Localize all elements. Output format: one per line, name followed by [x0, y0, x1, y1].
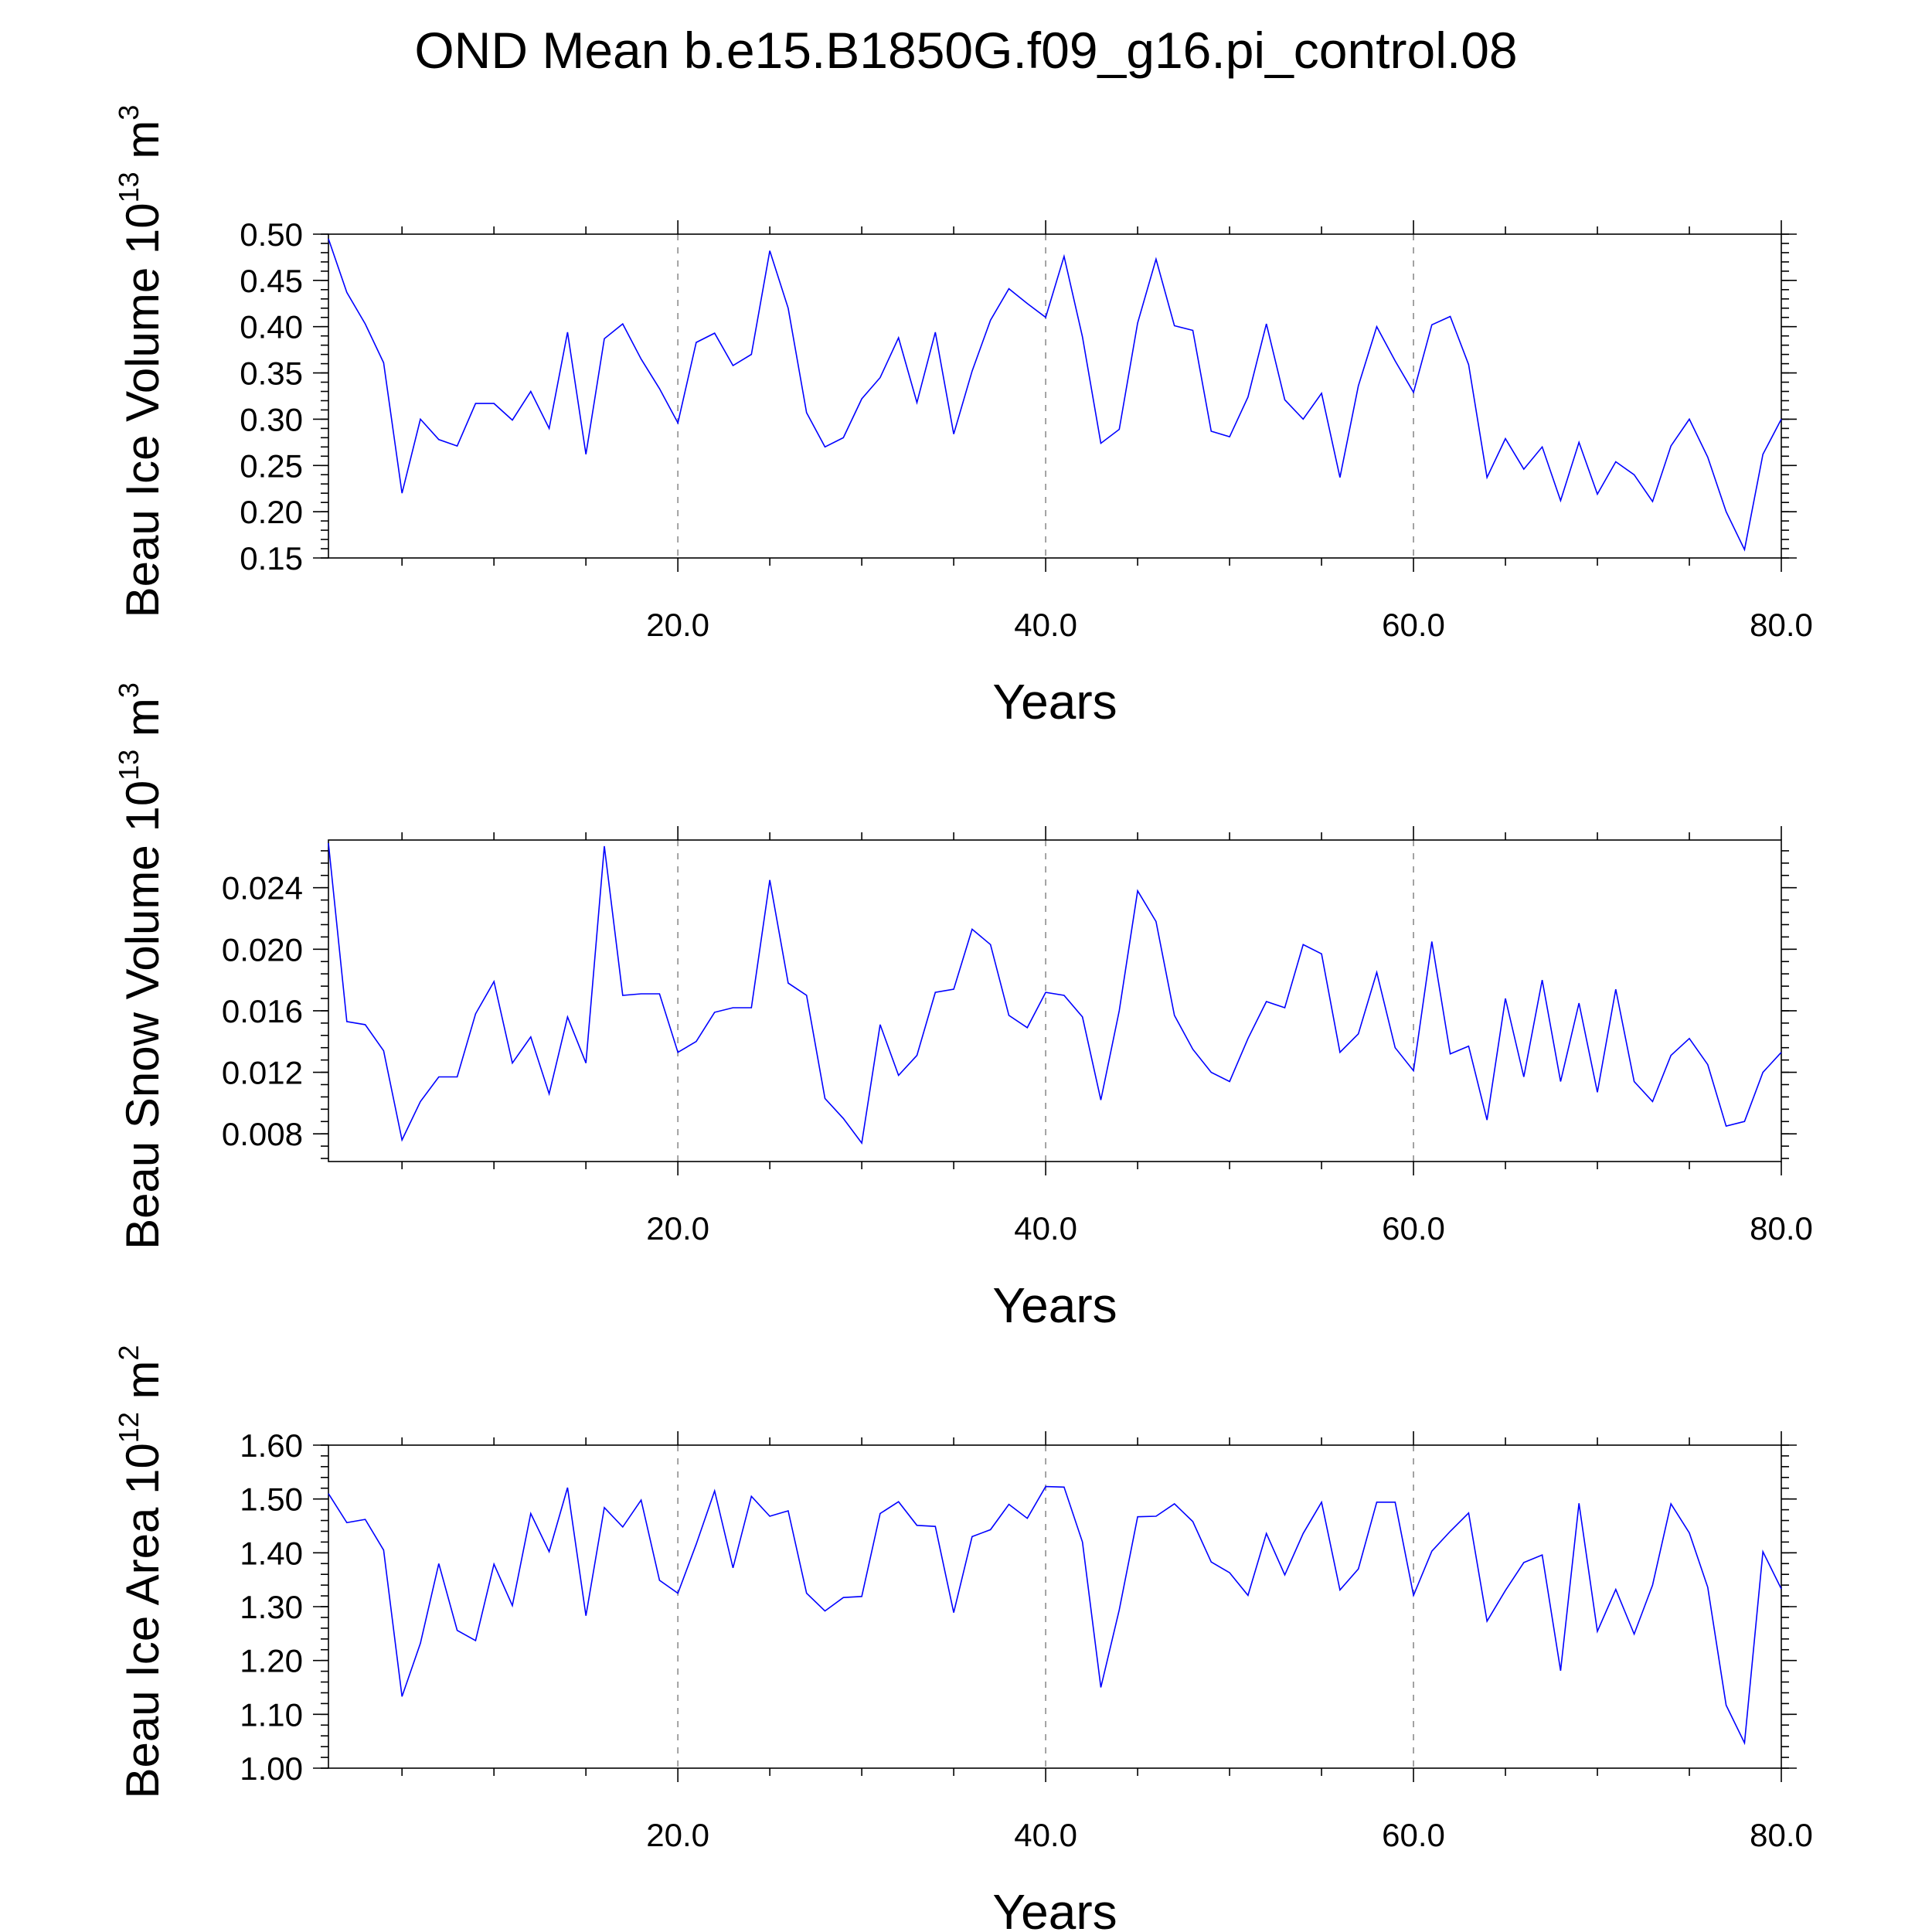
series-line [328, 1485, 1782, 1746]
y-label-unit-exponent: 3 [113, 682, 145, 698]
x-axis-label: Years [992, 1277, 1117, 1333]
y-tick-label: 0.45 [240, 263, 303, 299]
y-label-unit: m [117, 698, 168, 750]
panel-ice-volume: 0.15 0.20 0.25 0.30 0.35 0.40 0.45 0.50 20.0 40.0… [113, 105, 1813, 730]
y-label-main: Beau Ice Area 10 [117, 1443, 168, 1798]
y-label-exponent: 13 [113, 750, 145, 781]
y-tick-label: 1.30 [240, 1589, 303, 1625]
y-tick-label: 0.024 [222, 870, 303, 906]
y-tick-label: 0.50 [240, 216, 303, 253]
y-axis-label: Beau Ice Area 1012 m2 [113, 1345, 168, 1798]
panel-snow-volume: 0.008 0.012 0.016 0.020 0.024 20.0 40.0 60.0 80.… [113, 682, 1813, 1333]
x-tick-label: 40.0 [1014, 1210, 1077, 1247]
x-tick-label: 60.0 [1382, 1210, 1445, 1247]
y-axis-label: Beau Snow Volume 1013 m3 [113, 682, 168, 1250]
y-tick-label: 0.020 [222, 931, 303, 968]
y-label-unit-exponent: 2 [113, 1345, 145, 1360]
x-tick-label: 60.0 [1382, 1817, 1445, 1853]
y-label-main: Beau Snow Volume 10 [117, 781, 168, 1250]
plot-frame [328, 1444, 1782, 1769]
figure-title: OND Mean b.e15.B1850G.f09_g16.pi_control… [414, 22, 1517, 79]
y-tick-label: 1.20 [240, 1643, 303, 1679]
y-tick-label: 0.012 [222, 1055, 303, 1091]
x-tick-label: 80.0 [1750, 607, 1813, 643]
y-tick-label: 0.008 [222, 1116, 303, 1152]
x-tick-label: 80.0 [1750, 1817, 1813, 1853]
plot-frame [328, 233, 1782, 559]
series-line [328, 842, 1782, 1145]
plot-frame [328, 839, 1782, 1162]
y-label-exponent: 13 [113, 172, 145, 202]
y-tick-label: 1.60 [240, 1427, 303, 1464]
x-tick-label: 20.0 [646, 1817, 709, 1853]
x-tick-label: 20.0 [646, 1210, 709, 1247]
x-axis-label: Years [992, 674, 1117, 730]
y-label-unit: m [117, 1360, 168, 1412]
y-tick-label: 1.10 [240, 1696, 303, 1733]
x-tick-label: 20.0 [646, 607, 709, 643]
y-axis-label: Beau Ice Volume 1013 m3 [113, 105, 168, 618]
y-tick-label: 0.30 [240, 401, 303, 437]
y-tick-label: 0.15 [240, 540, 303, 577]
y-tick-label: 1.50 [240, 1481, 303, 1518]
panel-ice-area: 1.00 1.10 1.20 1.30 1.40 1.50 1.60 20.0 40.0 60.0… [113, 1345, 1813, 1932]
y-tick-label: 1.40 [240, 1535, 303, 1571]
y-tick-label: 0.20 [240, 494, 303, 530]
x-axis-label: Years [992, 1884, 1117, 1932]
y-tick-label: 0.016 [222, 993, 303, 1029]
x-tick-label: 40.0 [1014, 1817, 1077, 1853]
y-tick-label: 0.25 [240, 447, 303, 484]
x-tick-label: 80.0 [1750, 1210, 1813, 1247]
y-label-unit: m [117, 121, 168, 172]
y-tick-label: 1.00 [240, 1750, 303, 1787]
series-line [328, 238, 1782, 552]
x-tick-label: 60.0 [1382, 607, 1445, 643]
y-label-unit-exponent: 3 [113, 105, 145, 121]
y-tick-label: 0.40 [240, 309, 303, 345]
y-label-exponent: 12 [113, 1412, 145, 1443]
x-tick-label: 40.0 [1014, 607, 1077, 643]
y-tick-label: 0.35 [240, 355, 303, 392]
y-label-main: Beau Ice Volume 10 [117, 202, 168, 617]
